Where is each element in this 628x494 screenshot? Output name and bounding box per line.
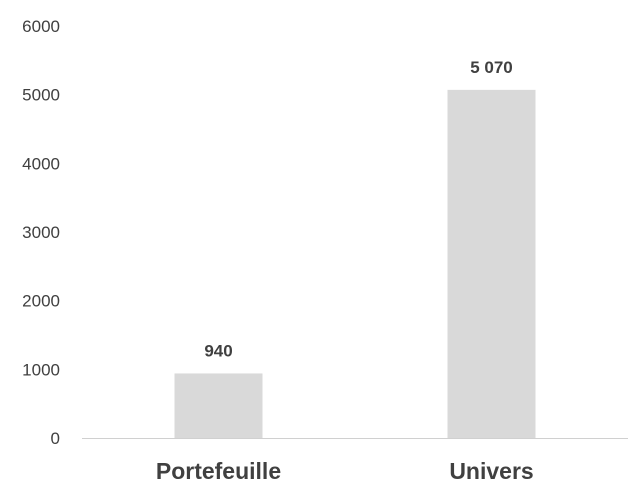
bar-univers xyxy=(447,89,536,439)
category-label-univers: Univers xyxy=(449,458,533,484)
y-tick-label: 4000 xyxy=(22,154,60,173)
data-label-portefeuille: 940 xyxy=(204,341,232,360)
data-label-univers: 5 070 xyxy=(470,58,513,77)
bar-series xyxy=(174,89,536,439)
category-label-portefeuille: Portefeuille xyxy=(156,458,281,484)
bar-portefeuille xyxy=(174,373,263,438)
y-tick-label: 0 xyxy=(51,429,60,448)
y-tick-label: 5000 xyxy=(22,86,60,105)
y-axis-ticks: 0 1000 2000 3000 4000 5000 6000 xyxy=(22,17,60,448)
y-tick-label: 6000 xyxy=(22,17,60,36)
y-tick-label: 2000 xyxy=(22,292,60,311)
data-labels: 940 5 070 xyxy=(204,58,512,361)
y-tick-label: 3000 xyxy=(22,223,60,242)
category-labels: Portefeuille Univers xyxy=(156,458,534,484)
y-tick-label: 1000 xyxy=(22,360,60,379)
